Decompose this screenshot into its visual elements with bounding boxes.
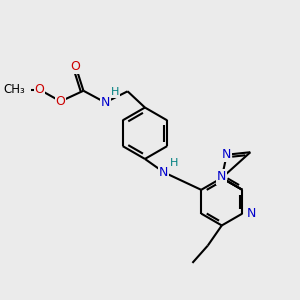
- Text: O: O: [34, 83, 44, 96]
- Text: N: N: [246, 207, 256, 220]
- Text: N: N: [217, 170, 226, 183]
- Text: O: O: [56, 95, 65, 108]
- Text: N: N: [159, 166, 169, 179]
- Text: H: H: [169, 158, 178, 168]
- Text: N: N: [222, 148, 231, 161]
- Text: CH₃: CH₃: [3, 83, 25, 96]
- Text: N: N: [100, 96, 110, 109]
- Text: N: N: [217, 171, 226, 184]
- Text: H: H: [111, 88, 119, 98]
- Text: O: O: [71, 60, 81, 73]
